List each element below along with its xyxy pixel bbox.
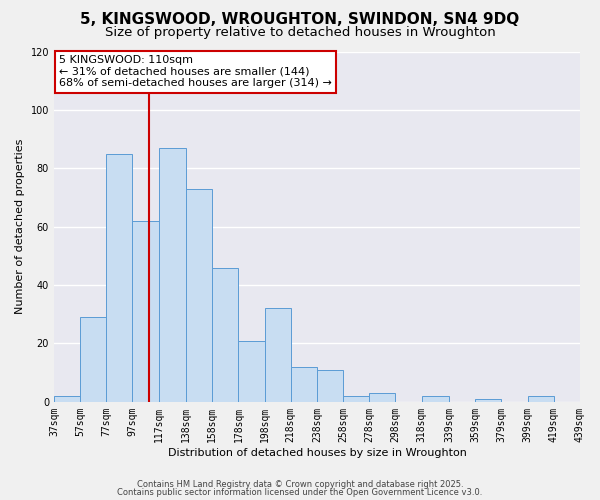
Text: Contains public sector information licensed under the Open Government Licence v3: Contains public sector information licen…	[118, 488, 482, 497]
Bar	[133, 221, 158, 402]
Bar	[527, 396, 554, 402]
Bar	[422, 396, 449, 402]
Y-axis label: Number of detached properties: Number of detached properties	[15, 139, 25, 314]
Bar	[106, 154, 133, 402]
Bar	[317, 370, 343, 402]
Bar	[238, 340, 265, 402]
Bar	[158, 148, 186, 402]
X-axis label: Distribution of detached houses by size in Wroughton: Distribution of detached houses by size …	[167, 448, 466, 458]
Bar	[54, 396, 80, 402]
Bar	[343, 396, 370, 402]
Text: Size of property relative to detached houses in Wroughton: Size of property relative to detached ho…	[104, 26, 496, 39]
Bar	[291, 367, 317, 402]
Text: Contains HM Land Registry data © Crown copyright and database right 2025.: Contains HM Land Registry data © Crown c…	[137, 480, 463, 489]
Bar	[212, 268, 238, 402]
Text: 5, KINGSWOOD, WROUGHTON, SWINDON, SN4 9DQ: 5, KINGSWOOD, WROUGHTON, SWINDON, SN4 9D…	[80, 12, 520, 28]
Bar	[370, 393, 395, 402]
Bar	[475, 399, 502, 402]
Bar	[80, 317, 106, 402]
Bar	[265, 308, 291, 402]
Bar	[186, 188, 212, 402]
Text: 5 KINGSWOOD: 110sqm
← 31% of detached houses are smaller (144)
68% of semi-detac: 5 KINGSWOOD: 110sqm ← 31% of detached ho…	[59, 55, 332, 88]
